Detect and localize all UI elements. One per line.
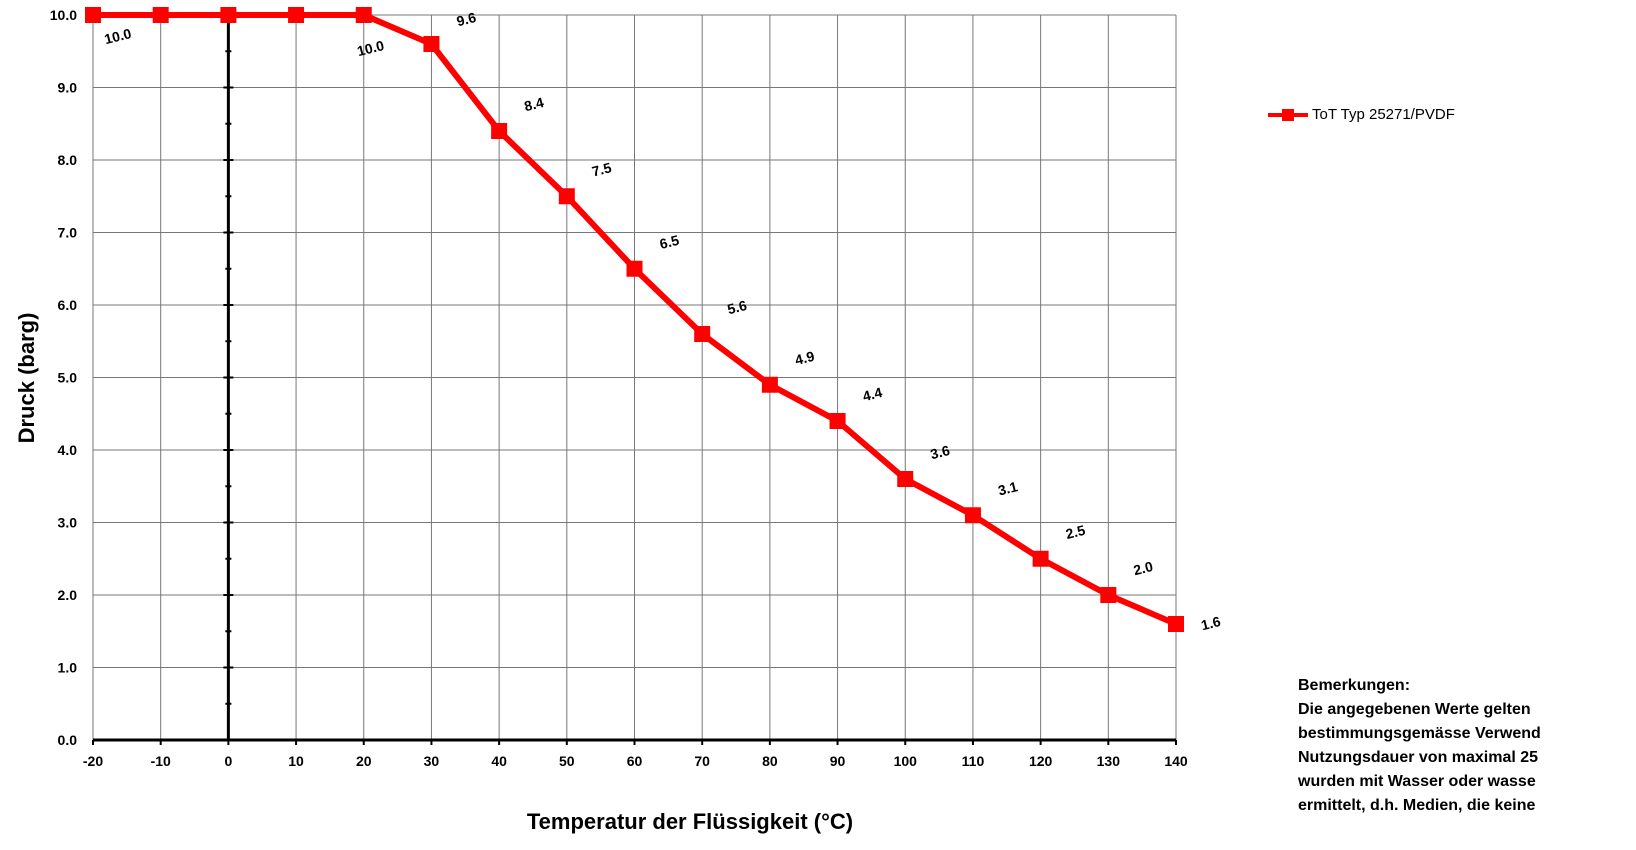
legend-square-marker-icon [1282, 108, 1294, 121]
y-tick-label: 1.0 [58, 660, 78, 676]
data-point-marker [1032, 550, 1049, 567]
remarks-line: Nutzungsdauer von maximal 25 [1298, 749, 1539, 766]
data-point-marker [85, 7, 101, 23]
x-tick-label: 110 [962, 753, 985, 769]
y-tick-label: 0.0 [58, 732, 78, 748]
x-tick-label: 140 [1164, 753, 1188, 769]
data-label: 4.9 [793, 348, 816, 368]
remarks-line: bestimmungsgemässe Verwend [1298, 725, 1541, 742]
data-label: 8.4 [523, 94, 546, 114]
data-point-marker [829, 413, 846, 429]
x-tick-label: 30 [424, 753, 440, 769]
data-point-marker [1168, 616, 1184, 632]
data-label: 1.6 [1199, 613, 1222, 633]
grid [92, 14, 1177, 741]
remarks-box: Bemerkungen: Die angegebenen Werte gelte… [1298, 674, 1636, 818]
y-tick-label: 4.0 [58, 442, 78, 458]
data-label: 4.4 [861, 384, 884, 404]
data-point-marker [1100, 587, 1117, 603]
remarks-line: Die angegebenen Werte gelten [1298, 701, 1531, 718]
x-tick-label: 130 [1097, 753, 1121, 769]
data-label: 2.5 [1064, 522, 1087, 542]
x-tick-label: 50 [559, 753, 575, 769]
x-tick-label: 120 [1029, 753, 1053, 769]
x-tick-label: 40 [491, 753, 507, 769]
x-tick-label: 70 [694, 753, 710, 769]
data-point-marker [964, 507, 981, 524]
data-label: 10.0 [355, 37, 386, 59]
y-tick-label: 9.0 [58, 80, 78, 96]
x-tick-label: 20 [356, 753, 372, 769]
y-tick-label: 8.0 [58, 152, 78, 168]
y-tick-label: 3.0 [58, 515, 78, 531]
data-point-marker [355, 7, 372, 23]
data-point-marker [558, 188, 575, 205]
data-label: 5.6 [726, 297, 749, 317]
y-tick-label: 7.0 [58, 225, 78, 241]
remarks-title: Bemerkungen: [1298, 677, 1411, 694]
legend: ToT Typ 25271/PVDF [1268, 106, 1455, 123]
x-tick-label: -10 [151, 753, 171, 769]
y-axis-title: Druck (barg) [14, 313, 39, 444]
x-tick-label: 80 [762, 753, 778, 769]
data-label: 10.0 [103, 25, 134, 47]
data-labels: 10.0 10.0 9.6 8.4 7.5 6.5 5.6 4.9 4.4 3.6 3.1 2.5 2.… [103, 9, 1223, 633]
data-point-marker [423, 36, 440, 52]
remarks-line: ermittelt, d.h. Medien, die keine [1298, 797, 1536, 814]
data-label: 2.0 [1132, 558, 1155, 578]
data-label: 6.5 [658, 232, 681, 252]
legend-label: ToT Typ 25271/PVDF [1312, 106, 1455, 123]
data-point-marker [694, 326, 711, 342]
data-label: 3.6 [929, 442, 952, 462]
axes [92, 14, 1177, 745]
data-point-marker [761, 376, 778, 393]
x-tick-label: -20 [83, 753, 103, 769]
data-label: 9.6 [455, 9, 478, 29]
x-tick-label: 90 [830, 753, 846, 769]
data-label: 7.5 [590, 159, 613, 179]
legend-swatch [1268, 108, 1308, 122]
data-point-marker [220, 7, 237, 23]
data-point-marker [152, 7, 169, 23]
remarks-line: wurden mit Wasser oder wasse [1298, 773, 1536, 790]
x-tick-label: 60 [627, 753, 643, 769]
y-tick-label: 10.0 [50, 7, 77, 23]
x-axis-title: Temperatur der Flüssigkeit (°C) [527, 809, 853, 834]
y-tick-label: 2.0 [58, 587, 78, 603]
x-tick-label: 0 [224, 753, 232, 769]
data-point-marker [897, 471, 914, 487]
tick-labels: -20 -10 0 10 20 30 40 50 60 70 80 90 100 110 120 130 140… [50, 7, 1188, 769]
x-tick-label: 10 [288, 753, 304, 769]
x-tick-label: 100 [894, 753, 918, 769]
data-point-marker [288, 7, 305, 23]
y-tick-label: 6.0 [58, 297, 78, 313]
data-point-marker [626, 260, 643, 277]
data-label: 3.1 [996, 478, 1019, 498]
data-point-marker [491, 123, 508, 139]
series-layer [85, 7, 1184, 632]
y-tick-label: 5.0 [58, 370, 78, 386]
